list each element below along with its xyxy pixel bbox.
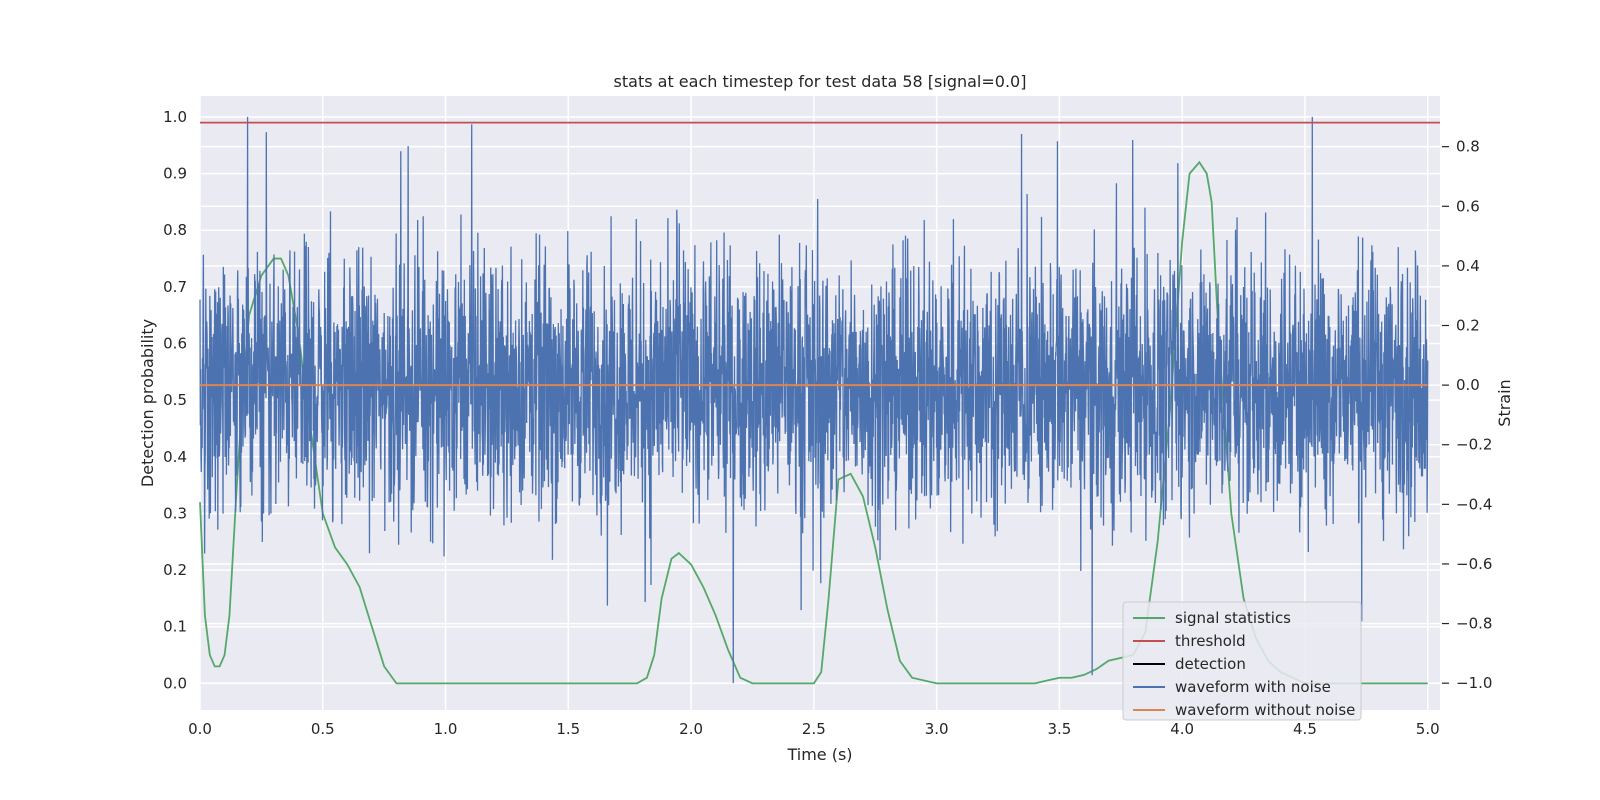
x-axis-label: Time (s): [786, 745, 852, 764]
x-tick-label: 3.5: [1047, 720, 1071, 738]
legend: signal statistics threshold detection wavef…: [1122, 601, 1362, 721]
y-axis-right-ticks: −1.0 −0.8 −0.6 −0.4 −0.2 0.0 0.2 0.4 0.6 0.8: [1442, 138, 1492, 692]
legend-label: waveform with noise: [1175, 678, 1331, 696]
chart-title: stats at each timestep for test data 58 …: [614, 72, 1027, 91]
waveform-with-noise-line: [199, 116, 1429, 684]
y-right-tick-label: −0.6: [1456, 555, 1492, 573]
y-left-tick-label: 0.5: [163, 391, 187, 409]
y-axis-left-ticks: 0.0 0.1 0.2 0.3 0.4 0.5 0.6 0.7 0.8 0.9 1.0: [163, 108, 187, 692]
y-left-tick-label: 0.3: [163, 504, 187, 522]
y-left-tick-label: 1.0: [163, 108, 187, 126]
y-right-tick-label: −0.8: [1456, 615, 1492, 633]
y-right-tick-label: −0.4: [1456, 495, 1492, 513]
y-left-tick-label: 0.0: [163, 674, 187, 692]
y-axis-left-label: Detection probability: [138, 319, 157, 487]
x-tick-label: 0.5: [311, 720, 335, 738]
y-left-tick-label: 0.8: [163, 221, 187, 239]
x-tick-label: 4.0: [1170, 720, 1194, 738]
y-right-tick-label: 0.8: [1456, 138, 1480, 156]
y-left-tick-label: 0.6: [163, 335, 187, 353]
y-left-tick-label: 0.9: [163, 165, 187, 183]
x-tick-label: 2.0: [679, 720, 703, 738]
legend-box: [1122, 601, 1362, 721]
legend-label: waveform without noise: [1175, 701, 1355, 719]
legend-label: signal statistics: [1175, 609, 1291, 627]
x-axis-ticks: 0.0 0.5 1.0 1.5 2.0 2.5 3.0 3.5 4.0 4.5 5.0: [188, 720, 1440, 738]
y-left-tick-label: 0.2: [163, 561, 187, 579]
y-right-tick-label: 0.6: [1456, 197, 1480, 215]
signal-statistics-layer: [199, 160, 1428, 685]
y-left-tick-label: 0.7: [163, 278, 187, 296]
y-right-tick-label: −1.0: [1456, 674, 1492, 692]
signal-statistics-line: [199, 160, 1428, 685]
x-tick-label: 1.0: [434, 720, 458, 738]
y-right-tick-label: −0.2: [1456, 436, 1492, 454]
x-tick-label: 5.0: [1416, 720, 1440, 738]
x-tick-label: 2.5: [802, 720, 826, 738]
x-tick-label: 3.0: [925, 720, 949, 738]
x-tick-label: 0.0: [188, 720, 212, 738]
y-left-tick-label: 0.4: [163, 448, 187, 466]
y-right-tick-label: 0.2: [1456, 317, 1480, 335]
legend-label: detection: [1175, 655, 1246, 673]
y-axis-right-label: Strain: [1495, 379, 1514, 426]
x-tick-label: 1.5: [556, 720, 580, 738]
y-right-tick-label: 0.0: [1456, 376, 1480, 394]
waveform-with-noise-layer: [199, 116, 1429, 684]
legend-label: threshold: [1175, 632, 1246, 650]
x-tick-label: 4.5: [1293, 720, 1317, 738]
y-right-tick-label: 0.4: [1456, 257, 1480, 275]
y-left-tick-label: 0.1: [163, 618, 187, 636]
